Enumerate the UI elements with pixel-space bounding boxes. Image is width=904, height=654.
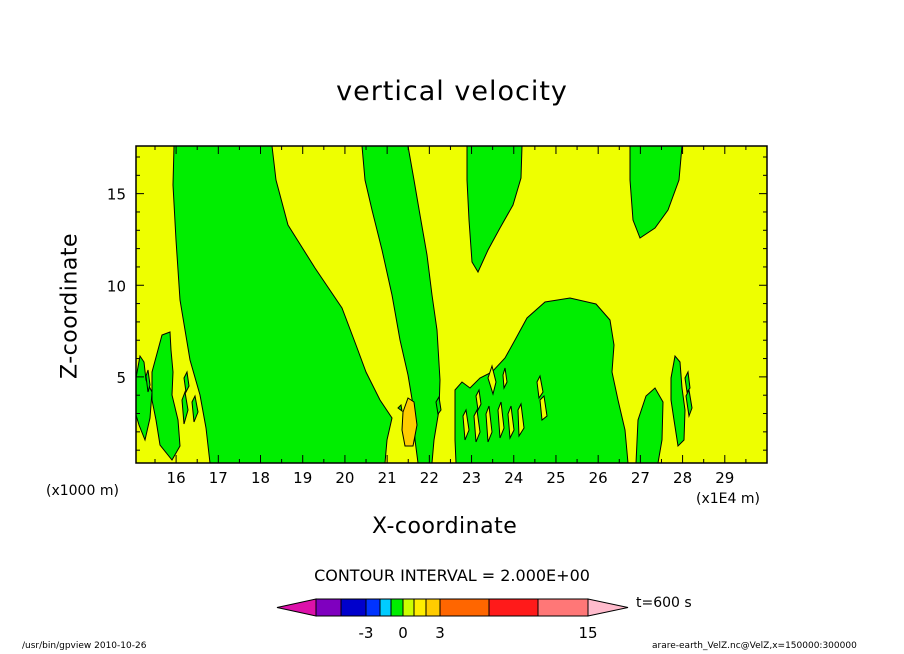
- colorbar-segment: [340, 598, 367, 617]
- colorbar-max-arrow: [587, 598, 629, 617]
- contour-region: [462, 408, 470, 441]
- x-tick-label: 18: [251, 469, 270, 487]
- footer-left: /usr/bin/gpview 2010-10-26: [22, 641, 147, 651]
- contour-region: [517, 402, 525, 438]
- colorbar-tick-label: -3: [359, 624, 374, 642]
- y-axis-units: (x1000 m): [46, 483, 119, 499]
- colorbar-min-arrow: [276, 598, 317, 617]
- contour-region: [539, 394, 548, 421]
- x-tick-label: 20: [335, 469, 354, 487]
- contour-region: [629, 145, 683, 239]
- colorbar-segment: [402, 598, 415, 617]
- colorbar-segment: [488, 598, 539, 617]
- contour-region: [151, 331, 181, 461]
- y-axis-label: Z-coordinate: [57, 233, 83, 379]
- colorbar-segment: [315, 598, 342, 617]
- contour-interval-label: CONTOUR INTERVAL = 2.000E+00: [314, 566, 590, 585]
- contour-region: [536, 374, 544, 400]
- x-tick-label: 23: [462, 469, 481, 487]
- contour-region: [684, 370, 691, 394]
- x-tick-label: 24: [504, 469, 523, 487]
- contour-region: [475, 388, 482, 412]
- x-tick-label: 29: [715, 469, 734, 487]
- x-axis-ticks: 16 17 18 19 20 21 22 23 24 25 26 27 28 29: [154, 146, 768, 487]
- contour-region: [181, 390, 189, 425]
- x-axis-label: X-coordinate: [372, 514, 518, 539]
- contour-region: [685, 388, 693, 418]
- x-tick-label: 22: [420, 469, 439, 487]
- contour-region: [191, 394, 199, 423]
- colorbar-segment: [537, 598, 589, 617]
- contour-region: [183, 370, 190, 394]
- colorbar-segment: [413, 598, 427, 617]
- x-tick-label: 26: [589, 469, 608, 487]
- x-tick-label: 19: [293, 469, 312, 487]
- colorbar-tick-label: 0: [398, 624, 408, 642]
- colorbar: -3 0 3 15: [276, 598, 629, 642]
- contour-region: [172, 145, 393, 464]
- x-tick-label: 16: [167, 469, 186, 487]
- x-tick-label: 28: [673, 469, 692, 487]
- x-tick-label: 21: [378, 469, 397, 487]
- contour-region: [487, 364, 497, 396]
- x-tick-label: 17: [209, 469, 228, 487]
- contour-region: [473, 408, 481, 443]
- colorbar-segment: [390, 598, 404, 617]
- colorbar-segment: [425, 598, 441, 617]
- time-label: t=600 s: [636, 595, 692, 611]
- contour-region: [435, 395, 442, 416]
- contour-region: [454, 297, 629, 464]
- contour-region: [397, 403, 403, 413]
- y-tick-label: 15: [107, 186, 126, 204]
- contour-region: [497, 401, 505, 439]
- x-tick-label: 25: [546, 469, 565, 487]
- colorbar-segment: [439, 598, 490, 617]
- contour-region: [466, 145, 523, 274]
- contour-region: [145, 369, 151, 393]
- colorbar-tick-label: 3: [435, 624, 445, 642]
- colorbar-segment: [379, 598, 392, 617]
- footer-right: arare-earth_VelZ.nc@VelZ,x=150000:300000: [652, 641, 857, 651]
- y-axis-ticks: 5 10 15: [107, 156, 767, 451]
- contour-regions: [135, 145, 693, 464]
- contour-region: [485, 405, 493, 443]
- x-axis-units: (x1E4 m): [696, 491, 760, 507]
- contour-region: [635, 387, 664, 464]
- y-tick-label: 10: [107, 277, 126, 295]
- chart-title: vertical velocity: [336, 76, 568, 107]
- contour-region: [401, 397, 418, 447]
- contour-region: [502, 367, 508, 390]
- contour-region: [507, 405, 515, 440]
- colorbar-tick-label: 15: [578, 624, 597, 642]
- colorbar-segment: [365, 598, 381, 617]
- x-tick-label: 27: [631, 469, 650, 487]
- plot-frame: [135, 145, 768, 464]
- contour-region: [670, 354, 686, 448]
- y-tick-label: 5: [116, 369, 126, 387]
